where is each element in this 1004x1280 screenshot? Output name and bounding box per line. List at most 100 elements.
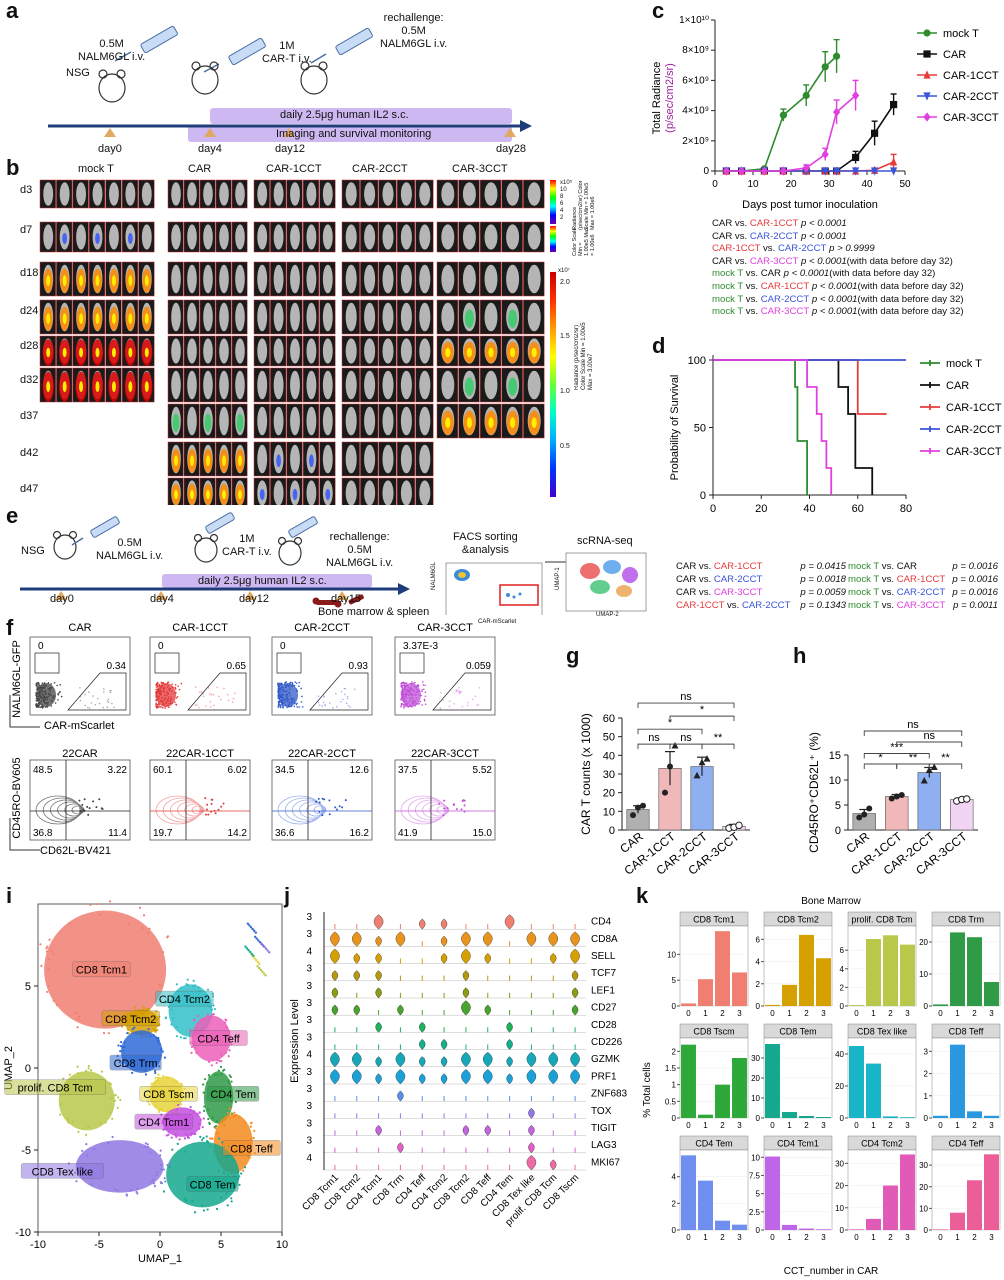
umap-cell — [48, 938, 51, 941]
flow-event — [207, 813, 210, 816]
umap-cell — [247, 949, 250, 952]
flow-plot-title: 22CAR-1CCT — [166, 748, 234, 760]
data-point — [802, 163, 810, 173]
umap-cell — [249, 1125, 252, 1128]
umap-cell — [66, 1118, 70, 1122]
y-tick-label: 0 — [840, 1114, 845, 1123]
mouse-silhouette — [345, 302, 357, 332]
bioluminescence-signal — [259, 488, 265, 501]
umap-cell — [199, 1118, 202, 1122]
facet-bar — [883, 1185, 898, 1230]
quadrant-value: 48.5 — [33, 765, 53, 776]
bioluminescence-core — [111, 313, 116, 325]
e-facs-xlabel: CAR-mScarlet — [478, 619, 517, 625]
facet-bar — [732, 1224, 747, 1230]
bioluminescence-core — [95, 347, 100, 358]
umap-cell — [202, 1109, 206, 1112]
umap-cell — [228, 1074, 231, 1077]
mouse-silhouette — [506, 182, 520, 206]
a-day28: day28 — [496, 143, 526, 155]
bioluminescence-core — [174, 455, 178, 467]
x-tick-label: 2 — [972, 1121, 977, 1130]
umap-cell — [190, 1051, 193, 1054]
flow-event — [209, 700, 212, 703]
a-imaging-label: Imaging and survival monitoring — [276, 128, 432, 140]
x-tick-label: 2 — [972, 1233, 977, 1242]
contour-line — [155, 795, 201, 825]
umap-cell — [135, 1190, 138, 1194]
mouse-silhouette — [345, 224, 357, 250]
x-tick-label: 3 — [905, 1121, 910, 1130]
flow-event — [285, 681, 288, 683]
umap-cell — [176, 1080, 179, 1083]
mouse-silhouette — [187, 182, 197, 206]
mouse-silhouette — [382, 370, 394, 400]
y-tick-label: 4 — [756, 958, 761, 967]
flow-event — [175, 703, 177, 706]
violin — [331, 970, 339, 982]
flow-event — [84, 704, 87, 707]
umap-cell — [152, 1034, 155, 1037]
violin — [375, 1073, 382, 1085]
facet-panel — [931, 1037, 1001, 1119]
panel-e-svg — [20, 512, 647, 615]
umap-cell — [81, 1149, 84, 1153]
y-tick-label: 10 — [919, 970, 928, 979]
flow-event — [347, 704, 350, 707]
flow-event — [156, 706, 158, 709]
umap-cell — [52, 999, 55, 1002]
bioluminescence-core — [144, 275, 149, 287]
stat-row: CAR-1CCT vs. CAR-2CCT p = 0.1343 — [676, 600, 846, 611]
mouse-silhouette — [419, 370, 431, 400]
umap-cell — [210, 1064, 213, 1067]
legend-label: CAR-2CCT — [946, 424, 1002, 436]
quadrant-value: 60.1 — [153, 765, 173, 776]
umap-cell — [59, 1113, 62, 1116]
flow-event — [353, 688, 356, 691]
quadrant-value: 37.5 — [398, 765, 418, 776]
y-tick-label: 0 — [924, 1114, 929, 1123]
stat-row: mock T vs. CAR-2CCT p = 0.0016 — [848, 587, 998, 598]
umap-cell — [224, 1018, 227, 1021]
bioluminescence-signal — [172, 413, 180, 432]
flow-event — [440, 691, 442, 694]
a-day12: day12 — [275, 143, 305, 155]
umap-cell — [81, 1127, 84, 1130]
flow-density — [278, 683, 298, 707]
bioluminescence-core — [111, 347, 116, 358]
flow-event — [109, 689, 111, 692]
data-point — [735, 821, 743, 830]
gate-upper — [399, 652, 425, 674]
y-tick-label: 10 — [835, 1204, 844, 1213]
flow-event — [318, 810, 321, 813]
umap-cell — [202, 1209, 206, 1212]
mouse-silhouette — [290, 224, 300, 250]
umap-cell — [116, 1106, 119, 1109]
mouse-silhouette — [273, 480, 284, 505]
flow-event — [332, 707, 334, 709]
flow-event — [281, 683, 284, 685]
flow-event — [298, 685, 300, 688]
flow-event — [92, 695, 94, 697]
stat-row: mock T vs. CAR p = 0.0016 — [848, 561, 998, 572]
mouse-silhouette — [484, 370, 498, 400]
bioluminescence-core — [466, 347, 472, 358]
y-tick-label: 5 — [672, 976, 677, 985]
umap-cell — [208, 1121, 211, 1124]
data-point — [963, 795, 971, 803]
y-tick-label: 0.5 — [665, 1097, 677, 1106]
umap-cell — [68, 1073, 72, 1076]
facet-bar — [933, 1229, 948, 1230]
b-day-label-d42: d42 — [20, 447, 39, 459]
umap-cell — [242, 1169, 245, 1172]
flow-event — [463, 804, 466, 807]
umap-cell — [117, 1044, 120, 1047]
mouse-silhouette — [419, 480, 431, 505]
umap-cell — [164, 1017, 167, 1020]
panel-label-k: k — [636, 883, 649, 908]
bioluminescence-core — [206, 489, 210, 500]
flow-event — [282, 706, 284, 709]
violin — [395, 931, 406, 947]
x-tick-label: 20 — [755, 503, 767, 515]
facet-bar — [849, 1046, 864, 1118]
